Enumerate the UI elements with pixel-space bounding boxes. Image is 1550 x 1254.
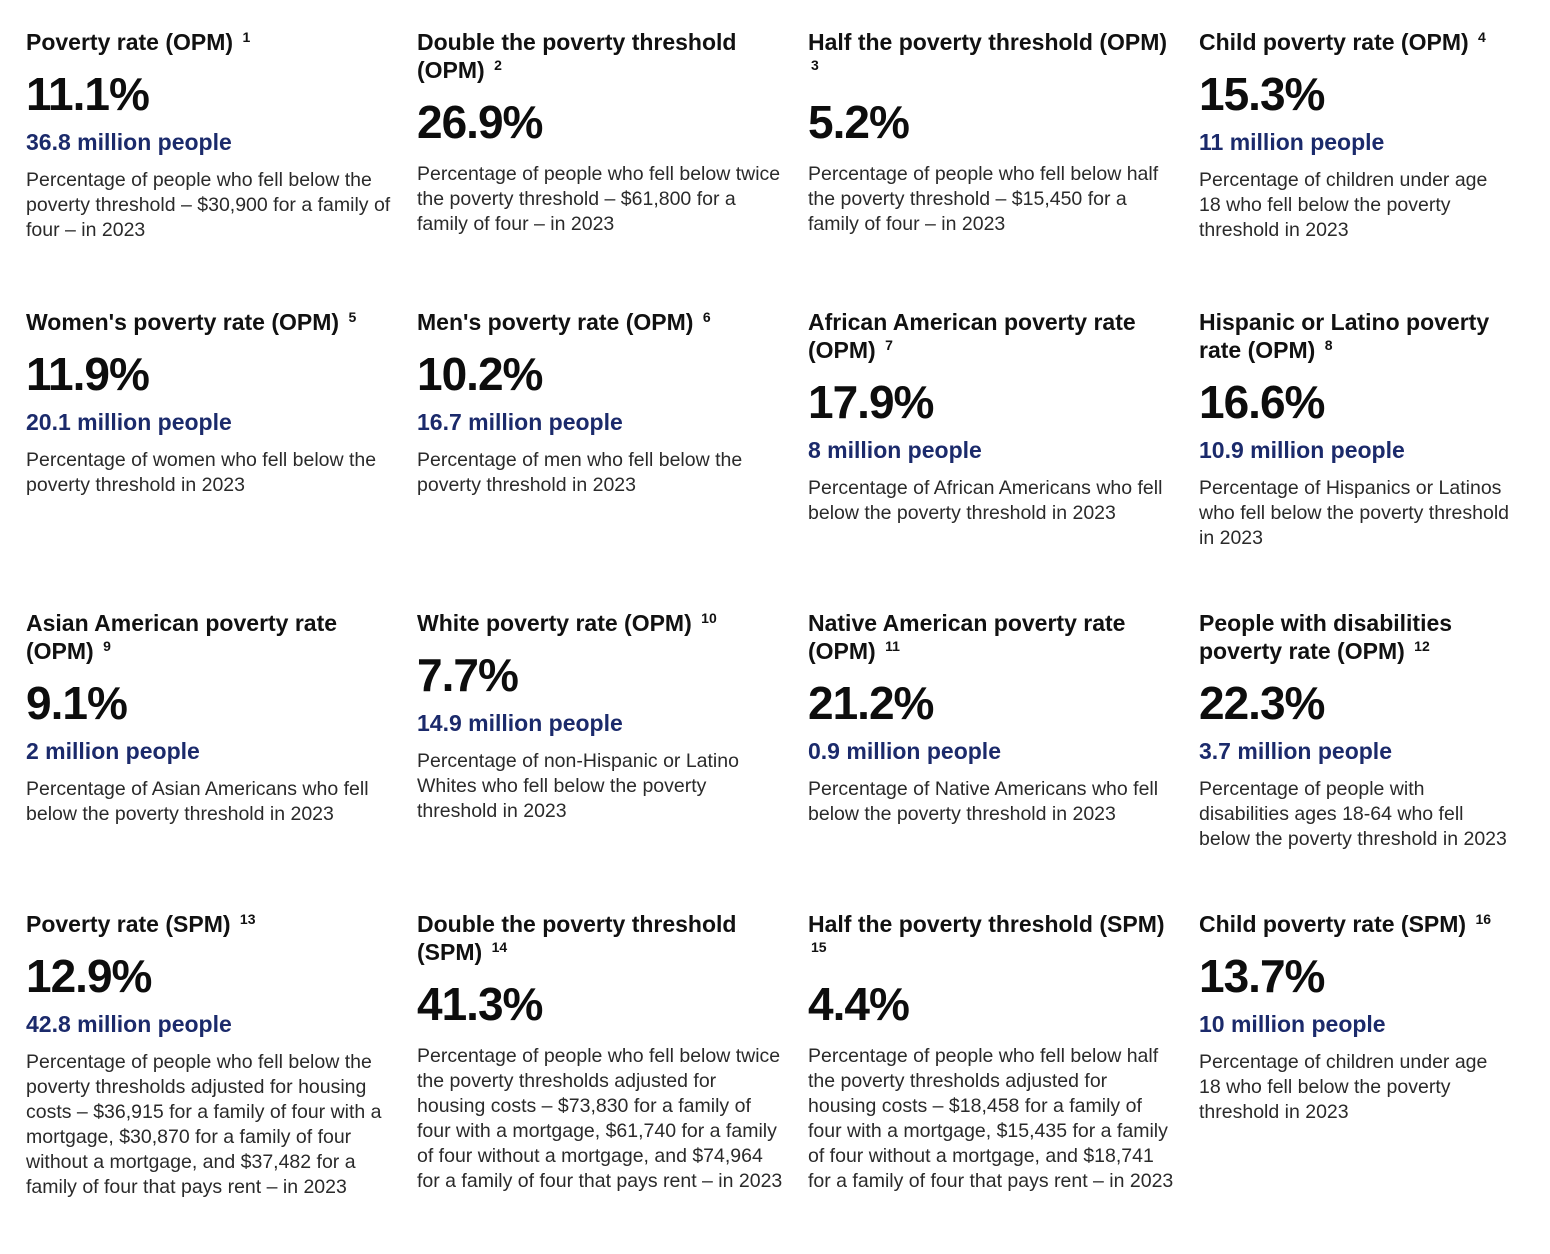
card-description: Percentage of people who fell below twic… [417, 1045, 783, 1192]
stat-card-poverty-rate-spm: Poverty rate (SPM) 13 12.9% 42.8 million… [26, 910, 417, 1250]
stat-card-double-threshold-opm: Double the poverty threshold (OPM) 2 26.… [417, 28, 808, 308]
stat-card-child-poverty-spm: Child poverty rate (SPM) 16 13.7% 10 mil… [1199, 910, 1536, 1250]
rate-value: 21.2% [808, 677, 934, 729]
rate-value: 26.9% [417, 96, 543, 148]
card-title: People with disabilities poverty rate (O… [1199, 610, 1453, 664]
people-count: 14.9 million people [417, 710, 623, 736]
card-description: Percentage of people who fell below the … [26, 169, 391, 241]
footnote: 10 [701, 610, 717, 627]
rate-value: 5.2% [808, 96, 910, 148]
card-title: Hispanic or Latino poverty rate (OPM) 8 [1199, 309, 1490, 363]
stat-card-disabilities-poverty-opm: People with disabilities poverty rate (O… [1199, 609, 1536, 910]
card-title: Half the poverty threshold (SPM) 15 [808, 911, 1165, 956]
people-count: 10 million people [1199, 1011, 1386, 1037]
rate-value: 7.7% [417, 649, 519, 701]
card-description: Percentage of Native Americans who fell … [808, 778, 1159, 825]
poverty-stats-grid: Poverty rate (OPM) 1 11.1% 36.8 million … [26, 28, 1536, 1250]
card-description: Percentage of Asian Americans who fell b… [26, 778, 369, 825]
stat-card-half-threshold-spm: Half the poverty threshold (SPM) 15 4.4%… [808, 910, 1199, 1250]
card-title: White poverty rate (OPM) 10 [417, 610, 717, 636]
rate-value: 12.9% [26, 950, 152, 1002]
people-count: 42.8 million people [26, 1011, 232, 1037]
rate-value: 10.2% [417, 348, 543, 400]
card-title: Child poverty rate (OPM) 4 [1199, 29, 1486, 55]
rate-value: 16.6% [1199, 376, 1325, 428]
people-count: 0.9 million people [808, 738, 1001, 764]
card-title: Double the poverty threshold (SPM) 14 [417, 911, 737, 965]
rate-value: 13.7% [1199, 950, 1325, 1002]
footnote: 16 [1475, 911, 1492, 928]
card-description: Percentage of women who fell below the p… [26, 449, 377, 496]
card-title: Double the poverty threshold (OPM) 2 [417, 29, 737, 83]
card-description: Percentage of children under age 18 who … [1199, 1051, 1488, 1123]
card-title: Asian American poverty rate (OPM) 9 [26, 610, 338, 664]
footnote: 3 [811, 57, 819, 74]
card-title: Women's poverty rate (OPM) 5 [26, 309, 357, 335]
stat-card-african-american-poverty-opm: African American poverty rate (OPM) 7 17… [808, 308, 1199, 609]
card-title: Poverty rate (SPM) 13 [26, 911, 256, 937]
card-description: Percentage of men who fell below the pov… [417, 449, 743, 496]
footnote: 13 [239, 911, 256, 928]
footnote: 5 [348, 309, 357, 326]
stat-card-poverty-rate-opm: Poverty rate (OPM) 1 11.1% 36.8 million … [26, 28, 417, 308]
people-count: 10.9 million people [1199, 437, 1405, 463]
people-count: 36.8 million people [26, 129, 232, 155]
rate-value: 15.3% [1199, 68, 1325, 120]
rate-value: 41.3% [417, 978, 543, 1030]
card-description: Percentage of people who fell below half… [808, 1045, 1174, 1192]
footnote: 12 [1414, 638, 1430, 655]
rate-value: 9.1% [26, 677, 128, 729]
footnote: 14 [491, 939, 508, 956]
card-description: Percentage of people with disabilities a… [1199, 778, 1507, 850]
stat-card-women-poverty-opm: Women's poverty rate (OPM) 5 11.9% 20.1 … [26, 308, 417, 609]
footnote: 9 [103, 638, 111, 655]
card-title: Child poverty rate (SPM) 16 [1199, 911, 1492, 937]
stat-card-half-threshold-opm: Half the poverty threshold (OPM) 3 5.2% … [808, 28, 1199, 308]
card-description: Percentage of Hispanics or Latinos who f… [1199, 477, 1510, 549]
footnote: 11 [885, 638, 900, 655]
stat-card-child-poverty-opm: Child poverty rate (OPM) 4 15.3% 11 mill… [1199, 28, 1536, 308]
card-title: Poverty rate (OPM) 1 [26, 29, 251, 55]
footnote: 1 [242, 29, 251, 46]
card-title: Native American poverty rate (OPM) 11 [808, 610, 1126, 664]
footnote: 2 [494, 57, 502, 74]
card-title: Half the poverty threshold (OPM) 3 [808, 29, 1168, 74]
rate-value: 11.9% [26, 348, 150, 400]
people-count: 8 million people [808, 437, 982, 463]
people-count: 3.7 million people [1199, 738, 1392, 764]
footnote: 4 [1478, 29, 1486, 46]
card-title: African American poverty rate (OPM) 7 [808, 309, 1136, 363]
stat-card-native-american-poverty-opm: Native American poverty rate (OPM) 11 21… [808, 609, 1199, 910]
footnote: 6 [702, 309, 711, 326]
rate-value: 22.3% [1199, 677, 1325, 729]
card-description: Percentage of non-Hispanic or Latino Whi… [417, 750, 739, 822]
card-description: Percentage of people who fell below twic… [417, 163, 781, 235]
stat-card-men-poverty-opm: Men's poverty rate (OPM) 6 10.2% 16.7 mi… [417, 308, 808, 609]
rate-value: 17.9% [808, 376, 934, 428]
people-count: 2 million people [26, 738, 200, 764]
footnote: 7 [885, 337, 893, 354]
card-description: Percentage of children under age 18 who … [1199, 169, 1488, 241]
stat-card-double-threshold-spm: Double the poverty threshold (SPM) 14 41… [417, 910, 808, 1250]
people-count: 16.7 million people [417, 409, 623, 435]
card-description: Percentage of African Americans who fell… [808, 477, 1163, 524]
footnote: 8 [1324, 337, 1333, 354]
people-count: 11 million people [1199, 129, 1385, 155]
card-description: Percentage of people who fell below half… [808, 163, 1159, 235]
stat-card-hispanic-latino-poverty-opm: Hispanic or Latino poverty rate (OPM) 8 … [1199, 308, 1536, 609]
card-description: Percentage of people who fell below the … [26, 1051, 382, 1198]
stat-card-white-poverty-opm: White poverty rate (OPM) 10 7.7% 14.9 mi… [417, 609, 808, 910]
people-count: 20.1 million people [26, 409, 232, 435]
card-title: Men's poverty rate (OPM) 6 [417, 309, 711, 335]
rate-value: 4.4% [808, 978, 910, 1030]
stat-card-asian-american-poverty-opm: Asian American poverty rate (OPM) 9 9.1%… [26, 609, 417, 910]
footnote: 15 [811, 939, 827, 956]
rate-value: 11.1% [26, 68, 150, 120]
